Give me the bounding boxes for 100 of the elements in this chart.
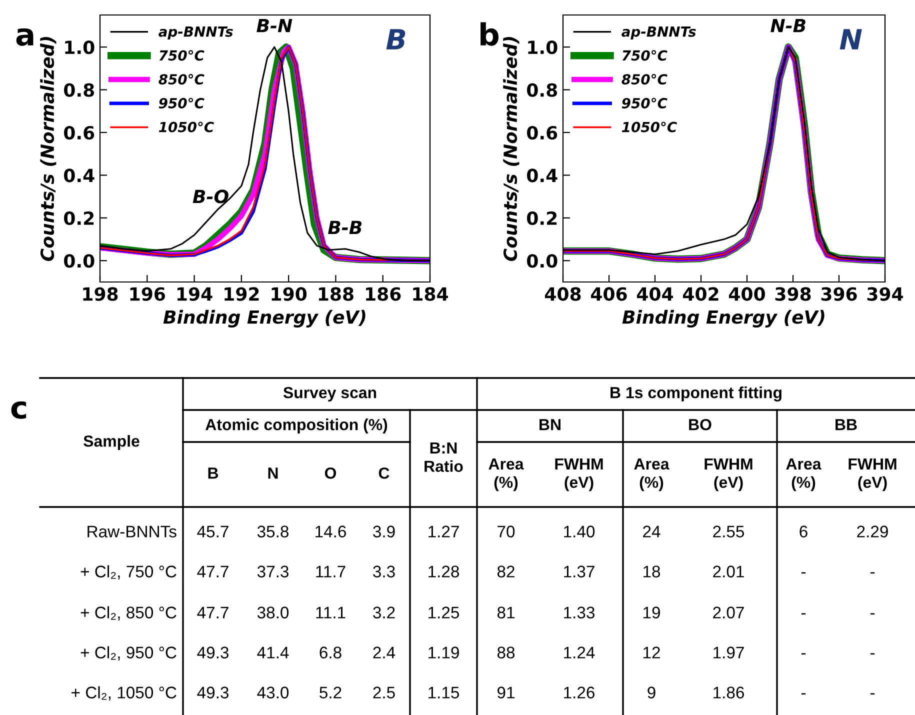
text: 11.1 (316, 606, 346, 618)
text: 2.29 (857, 526, 888, 538)
x-tick-label: 198 (83, 287, 118, 301)
text: Atomic composition (%) (206, 418, 388, 434)
text: 1.25 (428, 606, 460, 618)
legend-label: 750°C (622, 50, 668, 61)
y-tick-label: 0.2 (64, 211, 94, 226)
y-tick-label: 1.0 (528, 40, 558, 54)
text: 1.37 (564, 566, 594, 578)
text: 1.28 (428, 566, 459, 578)
text: 3.2 (373, 606, 395, 618)
y-tick-label: 0.4 (64, 168, 94, 182)
text: BN (540, 419, 560, 430)
text: 2.4 (373, 646, 396, 658)
text: 1.27 (428, 526, 459, 538)
x-tick-label: 190 (272, 287, 307, 301)
text: 1.26 (564, 686, 594, 698)
text: 3.3 (373, 566, 395, 578)
y-tick-label: 0.4 (527, 168, 558, 182)
text: B (208, 468, 218, 479)
x-tick-label: 184 (413, 287, 448, 301)
legend-label: ap-BNNTs (622, 26, 696, 40)
text: 49.3 (197, 646, 228, 658)
text: + Cl₂, 950 °C (80, 646, 176, 660)
text: Raw-BNNTs (88, 526, 176, 538)
legend-label: ap-BNNTs (158, 26, 233, 40)
x-tick-label: 402 (682, 287, 718, 301)
x-tick-label: 188 (318, 287, 354, 301)
x-tick-label: 394 (867, 287, 904, 301)
text: - (870, 572, 875, 574)
text: + Cl₂, 750 °C (80, 565, 176, 580)
text: B 1s component fitting (610, 386, 782, 402)
text: 2.55 (713, 526, 744, 538)
legend-label: 750°C (159, 50, 204, 61)
text: 1.15 (428, 686, 460, 698)
text: - (801, 613, 806, 615)
text: Area (%) (488, 458, 524, 492)
x-tick-label: 396 (821, 287, 857, 301)
annotation: B-B (328, 220, 362, 234)
y-tick-label: 0.2 (527, 211, 557, 226)
text: 88 (497, 646, 515, 658)
x-tick-label: 194 (177, 287, 212, 301)
text: 43.0 (257, 686, 289, 698)
annotation: N (840, 29, 862, 50)
text: 1.19 (428, 646, 459, 658)
text: 47.7 (197, 606, 228, 618)
text: 2.07 (713, 606, 744, 618)
x-tick-label: 196 (130, 287, 166, 301)
text: Survey scan (283, 386, 376, 402)
text: 82 (497, 566, 514, 578)
legend-label: 950°C (622, 98, 668, 108)
text: + Cl₂, 850 °C (80, 606, 176, 620)
text: 1.24 (564, 646, 595, 658)
text: 6 (800, 526, 808, 538)
text: 35.8 (257, 526, 288, 538)
text: 19 (644, 606, 660, 618)
text: - (801, 572, 806, 574)
legend-label: 1050°C (158, 122, 214, 132)
text: 1.86 (714, 686, 744, 698)
text: c (11, 401, 26, 419)
annotation: B-N (256, 19, 292, 32)
text: Area (%) (786, 458, 822, 492)
y-tick-label: 0.8 (64, 83, 94, 97)
text: C (378, 467, 390, 479)
text: 2.5 (373, 686, 395, 698)
text: 11.7 (316, 566, 346, 578)
text: BO (689, 418, 712, 430)
legend-label: 850°C (622, 74, 668, 85)
y-tick-label: 0.6 (527, 126, 558, 140)
annotation: B (386, 29, 406, 50)
text: 9 (648, 686, 656, 698)
x-tick-label: 192 (224, 287, 259, 301)
text: 91 (498, 686, 514, 698)
x-axis-title: Binding Energy (eV) (622, 310, 824, 328)
text: - (870, 613, 875, 615)
text: - (801, 693, 806, 695)
text: 38.0 (257, 606, 289, 618)
text: 5.2 (320, 686, 342, 698)
text: - (801, 653, 806, 655)
text: 24 (643, 526, 660, 538)
text: FWHM (eV) (704, 458, 752, 492)
legend-label: 850°C (158, 74, 204, 85)
y-axis-title: Counts/s (Normalized) (503, 37, 520, 262)
text: 45.7 (197, 526, 228, 538)
text: 12 (644, 646, 660, 658)
text: + Cl₂, 1050 °C (72, 686, 176, 700)
text: 49.3 (197, 686, 228, 698)
x-axis-title: Binding Energy (eV) (163, 310, 366, 328)
annotation: N-B (770, 19, 806, 32)
text: 3.9 (373, 526, 395, 538)
text: FWHM (eV) (848, 458, 896, 492)
text: - (870, 653, 875, 655)
annotation: B-O (192, 190, 228, 204)
text: FWHM (eV) (555, 458, 603, 492)
x-tick-label: 406 (590, 287, 627, 301)
y-axis-title: Counts/s (Normalized) (40, 37, 56, 262)
y-tick-label: 0.0 (527, 254, 558, 268)
text: Sample (84, 435, 140, 450)
y-tick-label: 0.0 (64, 254, 94, 268)
chart-title: b (480, 22, 498, 46)
